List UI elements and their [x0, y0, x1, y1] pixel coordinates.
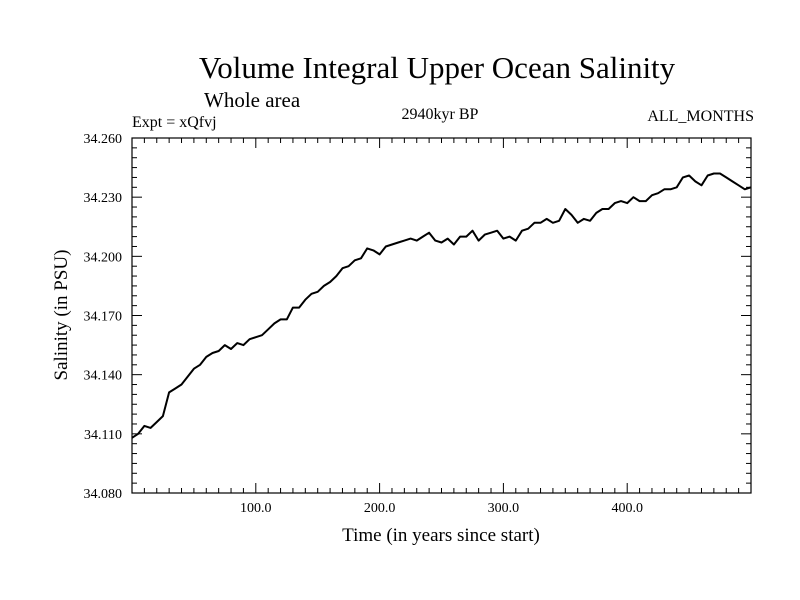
x-axis-label: Time (in years since start): [342, 525, 540, 546]
plot-frame: [131, 137, 752, 494]
x-tick-label: 200.0: [364, 501, 396, 516]
x-tick-label: 400.0: [611, 501, 643, 516]
chart-title: Volume Integral Upper Ocean Salinity: [198, 50, 676, 85]
axis-tick-labels: 100.0 200.0 300.0 400.0 34.080 34.110 34.140 34…: [84, 132, 643, 516]
months-label: ALL_MONTHS: [647, 108, 754, 125]
y-tick-label: 34.110: [84, 428, 122, 443]
y-tick-label: 34.260: [84, 132, 123, 147]
y-tick-label: 34.080: [84, 487, 123, 502]
x-tick-label: 100.0: [240, 501, 272, 516]
axis-ticks: [132, 137, 751, 494]
chart-subtitle: Whole area: [204, 88, 301, 112]
experiment-label: Expt = xQfvj: [132, 114, 217, 131]
y-tick-label: 34.140: [84, 369, 123, 384]
period-label: 2940kyr BP: [401, 106, 479, 123]
y-tick-label: 34.200: [84, 250, 123, 265]
salinity-series-line: [131, 172, 752, 439]
x-tick-label: 300.0: [488, 501, 520, 516]
y-axis-label: Salinity (in PSU): [51, 250, 72, 381]
y-tick-label: 34.230: [84, 191, 123, 206]
y-tick-label: 34.170: [84, 310, 123, 325]
